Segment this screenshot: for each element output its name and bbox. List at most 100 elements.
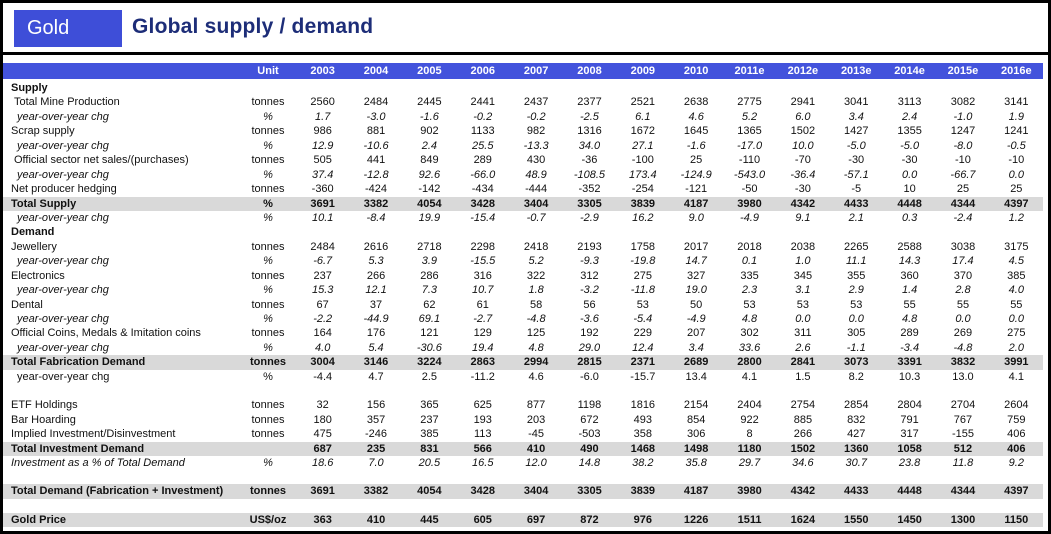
row-label: Total Demand (Fabrication + Investment) <box>11 485 224 498</box>
value-cell: 2560 <box>310 96 335 109</box>
header-year: 2014e <box>894 65 925 77</box>
row-label: Total Investment Demand <box>11 442 145 455</box>
table-row: year-over-year chg% -6.7 5.3 3.9 -15.5 5.2 -9.… <box>3 254 1043 268</box>
value-cell: 4397 <box>1004 197 1029 210</box>
value-cell: 2800 <box>737 356 762 369</box>
table-row: Electronics tonnes 237 266 286 316 322 312 275 32… <box>3 269 1043 283</box>
row-label: Total Supply <box>11 197 77 210</box>
value-cell: 19.0 <box>685 284 707 297</box>
header-year: 2003 <box>310 65 335 77</box>
header-year: 2009 <box>630 65 656 77</box>
header-year: 2008 <box>577 65 602 77</box>
table-row: Net producer hedging tonnes -360 -424 -142 -4… <box>3 182 1043 196</box>
row-label: Dental <box>11 298 43 311</box>
value-cell: 4.6 <box>528 370 544 383</box>
value-cell: -0.2 <box>526 110 546 123</box>
value-cell: 61 <box>476 298 489 311</box>
value-cell: 164 <box>313 327 332 340</box>
row-unit: % <box>263 168 273 181</box>
value-cell: 2437 <box>523 96 549 109</box>
value-cell: -124.9 <box>680 168 712 181</box>
value-cell: 3980 <box>737 485 762 498</box>
value-cell: 289 <box>900 327 919 340</box>
row-label: year-over-year chg <box>17 139 109 152</box>
value-cell: 9.2 <box>1008 456 1024 469</box>
value-cell: 2441 <box>470 96 495 109</box>
row-unit: tonnes <box>249 356 287 369</box>
table-row: Supply <box>3 81 1043 95</box>
value-cell: 2265 <box>844 240 869 253</box>
table-row: Bar Hoarding tonnes 180 357 237 193 203 672 493 8… <box>3 413 1043 427</box>
value-cell: -4.4 <box>313 370 333 383</box>
value-cell: -155 <box>951 428 974 441</box>
row-label: year-over-year chg <box>17 341 109 354</box>
value-cell: 322 <box>526 269 546 282</box>
value-cell: 55 <box>903 298 916 311</box>
value-cell: 2484 <box>363 96 389 109</box>
value-cell: -5.4 <box>633 313 653 325</box>
value-cell: -8.4 <box>366 211 386 224</box>
value-cell: 2689 <box>683 356 709 369</box>
row-unit: tonnes <box>251 183 285 196</box>
value-cell: 3073 <box>844 356 869 369</box>
value-cell: 2588 <box>897 240 922 253</box>
value-cell: 872 <box>580 513 599 526</box>
value-cell: 12.9 <box>311 139 334 152</box>
row-unit: tonnes <box>251 240 285 253</box>
value-cell: 13.4 <box>685 370 707 383</box>
value-cell: 406 <box>1007 442 1026 455</box>
value-cell: 986 <box>313 125 332 138</box>
value-cell: 687 <box>313 442 332 455</box>
table-row: year-over-year chg% 10.1 -8.4 19.9 -15.4 -0.7… <box>3 211 1043 225</box>
row-label: Official Coins, Medals & Imitation coins <box>11 327 201 340</box>
page-title: Global supply / demand <box>132 15 374 38</box>
value-cell: 12.1 <box>365 284 387 297</box>
row-label: Scrap supply <box>11 125 75 138</box>
value-cell: -8.0 <box>953 139 973 152</box>
value-cell: 2775 <box>737 96 762 109</box>
value-cell: -3.0 <box>366 110 386 123</box>
value-cell: 275 <box>633 269 652 282</box>
value-cell: 1550 <box>844 513 869 526</box>
value-cell: 445 <box>420 513 439 526</box>
value-cell: 53 <box>850 298 863 311</box>
value-cell: 0.1 <box>741 255 758 268</box>
row-unit: % <box>263 456 273 469</box>
header-unit: Unit <box>257 65 279 77</box>
value-cell: 4397 <box>1004 485 1029 498</box>
value-cell: 23.8 <box>898 456 921 469</box>
value-cell: 37.4 <box>311 168 334 181</box>
value-cell: 62 <box>423 298 436 311</box>
value-cell: 2.9 <box>848 284 864 297</box>
value-cell: 1180 <box>737 442 762 455</box>
value-cell: 3082 <box>950 96 976 109</box>
value-cell: 1468 <box>630 442 656 455</box>
row-unit <box>240 81 296 95</box>
table-row: year-over-year chg% 12.9 -10.6 2.4 25.5 -13.3… <box>3 139 1043 153</box>
value-cell: 2193 <box>577 240 602 253</box>
value-cell: 385 <box>1007 269 1026 282</box>
table-row: Official Coins, Medals & Imitation coins… <box>3 326 1043 340</box>
value-cell: -19.8 <box>630 255 656 268</box>
value-cell: 3.9 <box>421 255 438 268</box>
value-cell: -30 <box>848 154 865 167</box>
value-cell: -1.1 <box>846 341 866 354</box>
value-cell: -30.6 <box>416 341 442 354</box>
value-cell: 885 <box>793 413 813 426</box>
value-cell: 0.0 <box>848 313 864 325</box>
value-cell: 3839 <box>630 485 656 498</box>
value-cell: 441 <box>366 154 386 167</box>
table-header-row: Unit 2003 2004 2005 2006 2007 2008 2009 2010 2011… <box>3 63 1043 79</box>
value-cell: -6.0 <box>579 370 599 383</box>
value-cell: 0.0 <box>1008 313 1024 325</box>
value-cell: 192 <box>580 327 599 340</box>
value-cell: 363 <box>313 513 332 526</box>
header-year: 2016e <box>1001 65 1032 77</box>
table-row: year-over-year chg% 15.3 12.1 7.3 10.7 1.8 -3.… <box>3 283 1043 297</box>
row-label: Bar Hoarding <box>11 413 76 426</box>
value-cell: 767 <box>953 413 973 426</box>
value-cell: 2863 <box>470 356 495 369</box>
value-cell: 4.8 <box>528 341 544 354</box>
value-cell: 14.3 <box>898 255 921 268</box>
value-cell: -360 <box>311 183 334 196</box>
